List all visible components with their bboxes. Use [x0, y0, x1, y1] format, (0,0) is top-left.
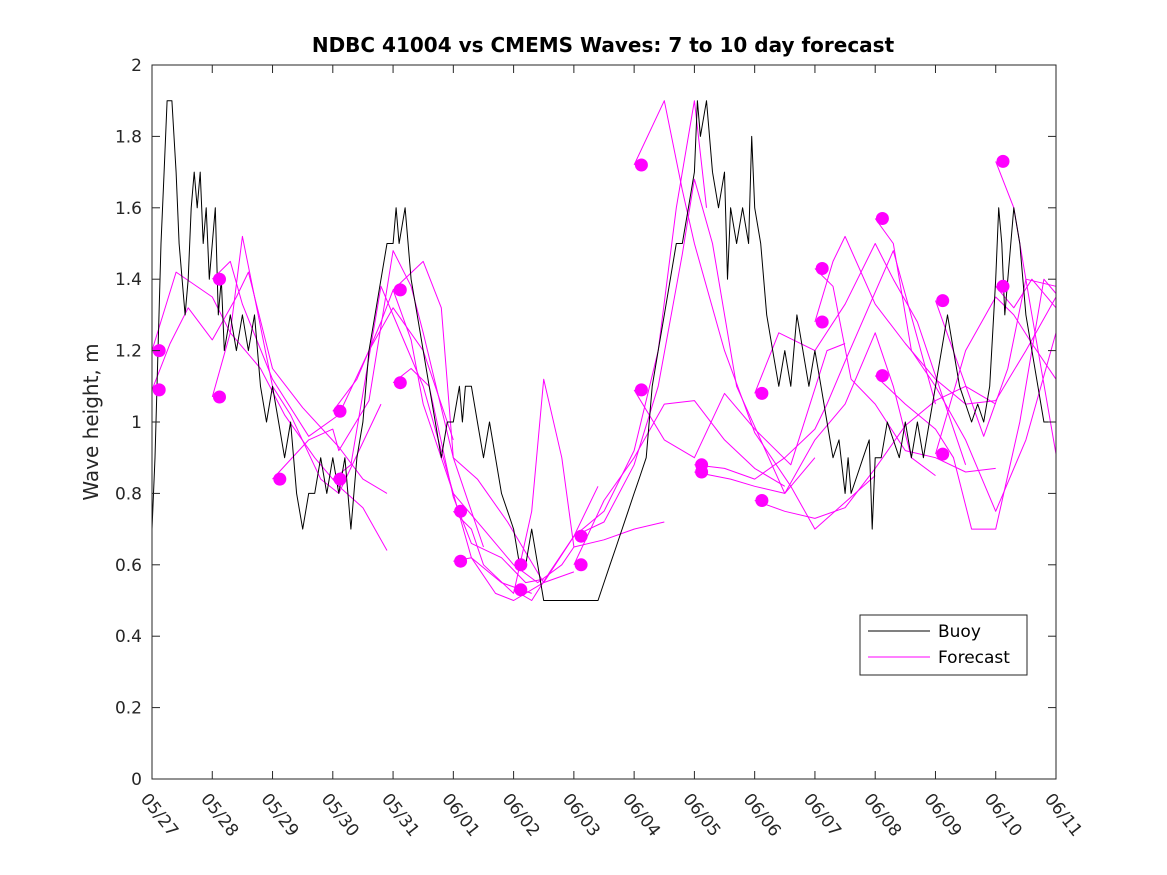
forecast-start-marker: [634, 383, 648, 397]
forecast-line: [995, 161, 1057, 455]
x-tick-label: 06/07: [799, 790, 845, 841]
forecast-start-marker: [755, 494, 769, 507]
forecast-start-marker: [333, 472, 347, 486]
forecast-line: [995, 278, 1057, 309]
forecast-start-marker: [574, 558, 588, 572]
forecast-start-marker: [393, 283, 407, 297]
forecast-line: [513, 100, 707, 601]
x-tick-label: 06/08: [859, 790, 905, 841]
y-tick-label: 1.6: [115, 199, 142, 219]
chart-title: NDBC 41004 vs CMEMS Waves: 7 to 10 day f…: [312, 33, 895, 57]
forecast-start-marker: [815, 315, 829, 329]
forecast-line: [151, 271, 388, 551]
x-tick-label: 06/11: [1040, 790, 1086, 841]
y-axis-label: Wave height, m: [79, 343, 103, 500]
y-tick-label: 1.2: [115, 342, 142, 362]
forecast-start-marker: [273, 472, 287, 486]
forecast-line: [694, 250, 936, 480]
x-tick-label: 05/31: [377, 790, 423, 841]
forecast-start-marker: [333, 404, 347, 418]
x-tick-label: 06/01: [437, 790, 483, 841]
forecast-start-marker: [514, 583, 528, 597]
forecast-line: [814, 268, 996, 473]
y-tick-label: 1.8: [115, 127, 142, 147]
forecast-line: [694, 332, 936, 494]
forecast-start-marker: [634, 158, 648, 172]
forecast-start-marker: [755, 386, 769, 400]
forecast-start-marker: [875, 369, 889, 383]
forecast-line: [332, 289, 514, 566]
forecast-line: [151, 271, 388, 494]
forecast-start-marker: [393, 376, 407, 390]
y-tick-label: 1: [131, 413, 142, 433]
x-tick-label: 05/27: [136, 790, 182, 841]
y-tick-label: 0.6: [115, 556, 142, 576]
forecast-start-marker: [213, 272, 226, 286]
forecast-line: [392, 260, 575, 584]
y-tick-label: 0.4: [115, 627, 142, 647]
forecast-markers: [152, 154, 1010, 597]
forecast-line: [754, 243, 967, 465]
y-tick-label: 0.8: [115, 484, 142, 504]
x-tick-label: 06/09: [920, 790, 966, 841]
forecast-line: [814, 235, 1057, 405]
forecast-series: [151, 100, 1057, 601]
forecast-line: [874, 278, 1057, 530]
y-tick-label: 1.4: [115, 270, 142, 290]
y-tick-label: 0: [131, 770, 142, 790]
forecast-line: [633, 343, 846, 466]
forecast-line: [272, 250, 484, 548]
forecast-start-marker: [695, 465, 709, 479]
x-tick-label: 06/03: [558, 790, 604, 841]
forecast-line: [452, 378, 575, 594]
forecast-start-marker: [996, 154, 1010, 168]
forecast-start-marker: [213, 390, 226, 404]
buoy-line: [151, 100, 1056, 601]
legend: Buoy Forecast: [859, 614, 1028, 676]
forecast-line: [332, 285, 532, 594]
forecast-start-marker: [574, 529, 588, 543]
x-tick-label: 06/05: [678, 790, 724, 841]
forecast-start-marker: [936, 294, 950, 308]
forecast-start-marker: [514, 558, 528, 572]
forecast-start-marker: [152, 383, 166, 397]
x-tick-label: 06/04: [618, 790, 664, 841]
forecast-start-marker: [936, 447, 950, 461]
forecast-start-marker: [815, 262, 829, 275]
forecast-line: [874, 218, 1057, 512]
x-tick-label: 05/28: [196, 790, 242, 841]
legend-forecast-label: Forecast: [938, 648, 1010, 668]
forecast-start-marker: [875, 212, 889, 225]
x-tick-label: 06/10: [980, 790, 1026, 841]
buoy-series: [151, 100, 1056, 601]
forecast-line: [211, 235, 382, 494]
forecast-line: [513, 521, 665, 584]
y-tick-label: 0.2: [115, 699, 142, 719]
legend-buoy-label: Buoy: [938, 622, 981, 642]
forecast-line: [633, 100, 876, 530]
x-tick-label: 06/06: [739, 790, 785, 841]
forecast-line: [573, 400, 786, 566]
legend-box: [859, 614, 1028, 676]
x-tick-label: 05/29: [257, 790, 303, 841]
forecast-start-marker: [454, 554, 468, 568]
x-tick-label: 06/02: [498, 790, 544, 841]
y-axis: 0 0.2 0.4 0.6 0.8 1 1.2 1.4 1.6 1.8 2: [115, 56, 1056, 790]
forecast-start-marker: [454, 504, 468, 518]
forecast-start-marker: [996, 279, 1010, 293]
y-tick-label: 2: [131, 56, 142, 76]
x-tick-label: 05/30: [317, 790, 363, 841]
